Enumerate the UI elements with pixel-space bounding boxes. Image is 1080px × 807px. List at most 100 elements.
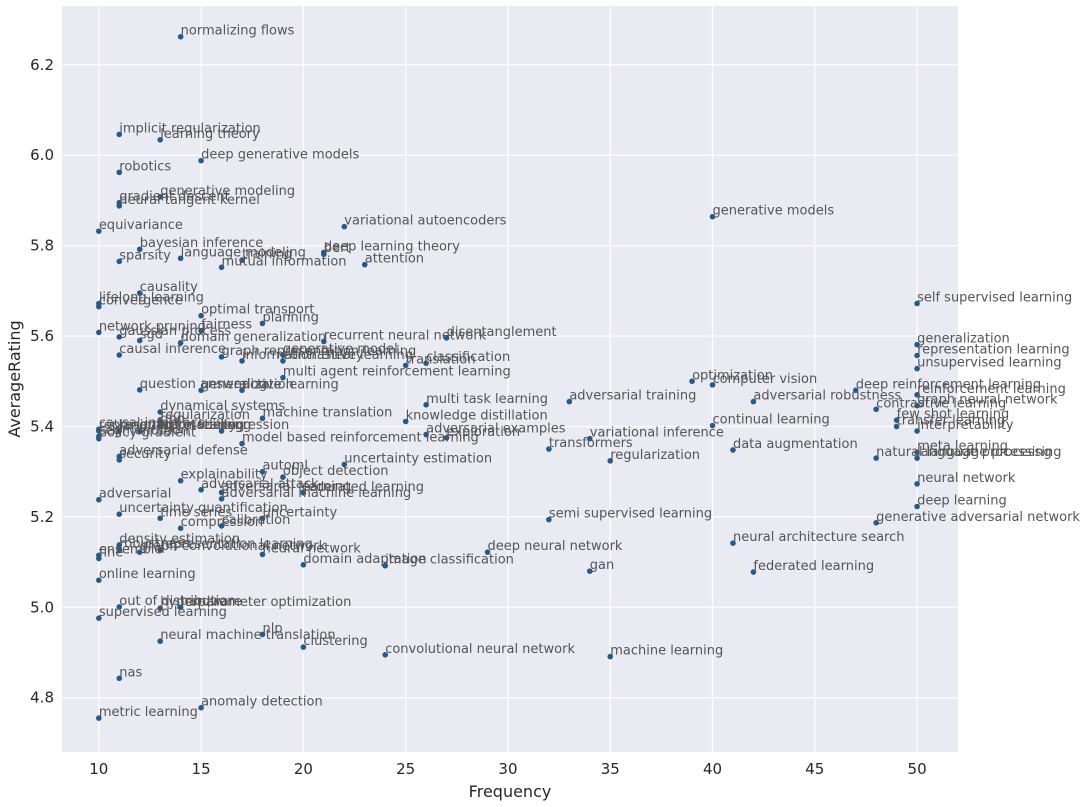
point-label: convergence — [99, 294, 183, 309]
point-label: causal inference — [119, 342, 226, 357]
scatter-point — [750, 398, 757, 405]
scatter-point — [300, 490, 307, 496]
point-label: language modeling — [119, 418, 244, 433]
scatter-point — [116, 675, 123, 682]
point-label: equivariance — [99, 218, 183, 233]
point-label: causality — [140, 280, 198, 295]
point-label: variational inference — [590, 426, 724, 441]
scatter-point — [157, 547, 163, 553]
point-label: fine — [99, 545, 123, 560]
point-label: lifelong learning — [99, 290, 204, 305]
point-label: federated learning — [753, 559, 874, 574]
scatter-point — [96, 615, 102, 621]
y-axis-label: AverageRating — [5, 320, 24, 437]
scatter-point — [96, 428, 102, 434]
scatter-point — [116, 334, 123, 340]
point-label: optimal transport — [201, 303, 314, 318]
point-label: domain generalization — [181, 330, 327, 345]
scatter-point — [116, 546, 123, 553]
scatter-point — [423, 431, 429, 438]
y-tick-label: 5.2 — [30, 508, 54, 526]
scatter-point — [198, 486, 204, 493]
scatter-point — [709, 422, 716, 429]
scatter-point — [136, 428, 143, 434]
scatter-point — [341, 461, 348, 468]
scatter-point — [96, 228, 102, 234]
y-tick-label: 5.8 — [30, 237, 54, 255]
x-tick-label: 15 — [192, 760, 211, 778]
point-label: computer vision — [713, 372, 818, 387]
point-label: bert — [324, 241, 351, 256]
point-label: generative modeling — [160, 184, 295, 199]
scatter-point — [136, 387, 143, 393]
point-label: representation learning — [917, 342, 1070, 357]
scatter-point — [546, 516, 552, 523]
point-label: image classification — [385, 553, 514, 568]
y-tick-label: 5.6 — [30, 327, 54, 345]
point-label: translation — [406, 352, 476, 367]
scatter-point — [96, 577, 102, 583]
point-label: data augmentation — [733, 437, 858, 452]
x-tick-label: 25 — [396, 760, 415, 778]
scatter-point — [218, 489, 225, 496]
scatter-point — [177, 340, 184, 346]
point-label: sparsity — [119, 248, 171, 263]
scatter-point — [566, 398, 573, 405]
scatter-point — [586, 435, 593, 442]
scatter-point — [177, 604, 184, 611]
scatter-point — [239, 358, 245, 364]
scatter-point — [116, 203, 123, 209]
point-label: graph representation learning — [222, 344, 417, 359]
point-label: deep learning — [917, 493, 1007, 508]
point-label: language processing — [917, 445, 1052, 460]
point-label: attention — [365, 252, 424, 267]
point-label: semi supervised learning — [549, 507, 712, 522]
scatter-point — [484, 549, 491, 555]
point-label: deep learning theory — [324, 239, 460, 254]
scatter-point — [914, 365, 920, 372]
axis-ticks: 10 15 20 25 30 35 40 45 50 4.8 5.0 5.2 5.4 5.6 5.8 6.0 6… — [30, 56, 926, 778]
point-label: active learning — [242, 377, 339, 392]
point-label: normalizing flows — [181, 24, 295, 39]
point-label: generative adversarial network — [876, 510, 1080, 525]
point-label: variational autoencoders — [344, 214, 506, 229]
point-label: deep neural network — [487, 539, 622, 554]
scatter-point — [873, 406, 879, 413]
point-label: gan — [590, 558, 614, 573]
point-label: regularization — [610, 448, 700, 463]
point-label: anomaly detection — [201, 695, 323, 710]
point-label: adversarial machine learning — [222, 486, 412, 501]
point-label: interpretability — [917, 418, 1014, 433]
point-label: planning — [262, 310, 318, 325]
scatter-point — [218, 354, 225, 360]
scatter-point — [116, 542, 123, 548]
point-label: robotics — [119, 159, 171, 174]
point-label: domain adaptation — [303, 552, 426, 567]
point-label: interpretability — [140, 418, 237, 433]
scatter-point — [280, 358, 286, 364]
scatter-point — [914, 503, 920, 510]
point-label: contrastive learning — [283, 348, 413, 363]
scatter-point — [341, 223, 348, 230]
point-label: generalization — [201, 377, 294, 392]
scatter-point — [259, 320, 266, 327]
scatter-point — [914, 449, 920, 456]
scatter-point — [382, 562, 389, 569]
point-label: adversarial training — [569, 389, 696, 404]
scatter-point — [730, 540, 736, 546]
scatter-point — [259, 551, 266, 558]
scatter-point — [914, 392, 920, 398]
scatter-point — [157, 409, 163, 415]
point-label: transfer learning — [897, 413, 1006, 428]
point-label: generative model — [283, 342, 398, 357]
scatter-point — [402, 362, 409, 369]
point-label: neural network — [917, 471, 1016, 486]
scatter-point — [730, 447, 736, 453]
point-label: adversarial attack — [201, 477, 319, 492]
point-label: meta learning — [917, 439, 1008, 454]
x-tick-label: 20 — [294, 760, 313, 778]
point-label: transformers — [549, 436, 633, 451]
scatter-point — [116, 169, 123, 176]
point-label: neural architecture search — [733, 530, 905, 545]
